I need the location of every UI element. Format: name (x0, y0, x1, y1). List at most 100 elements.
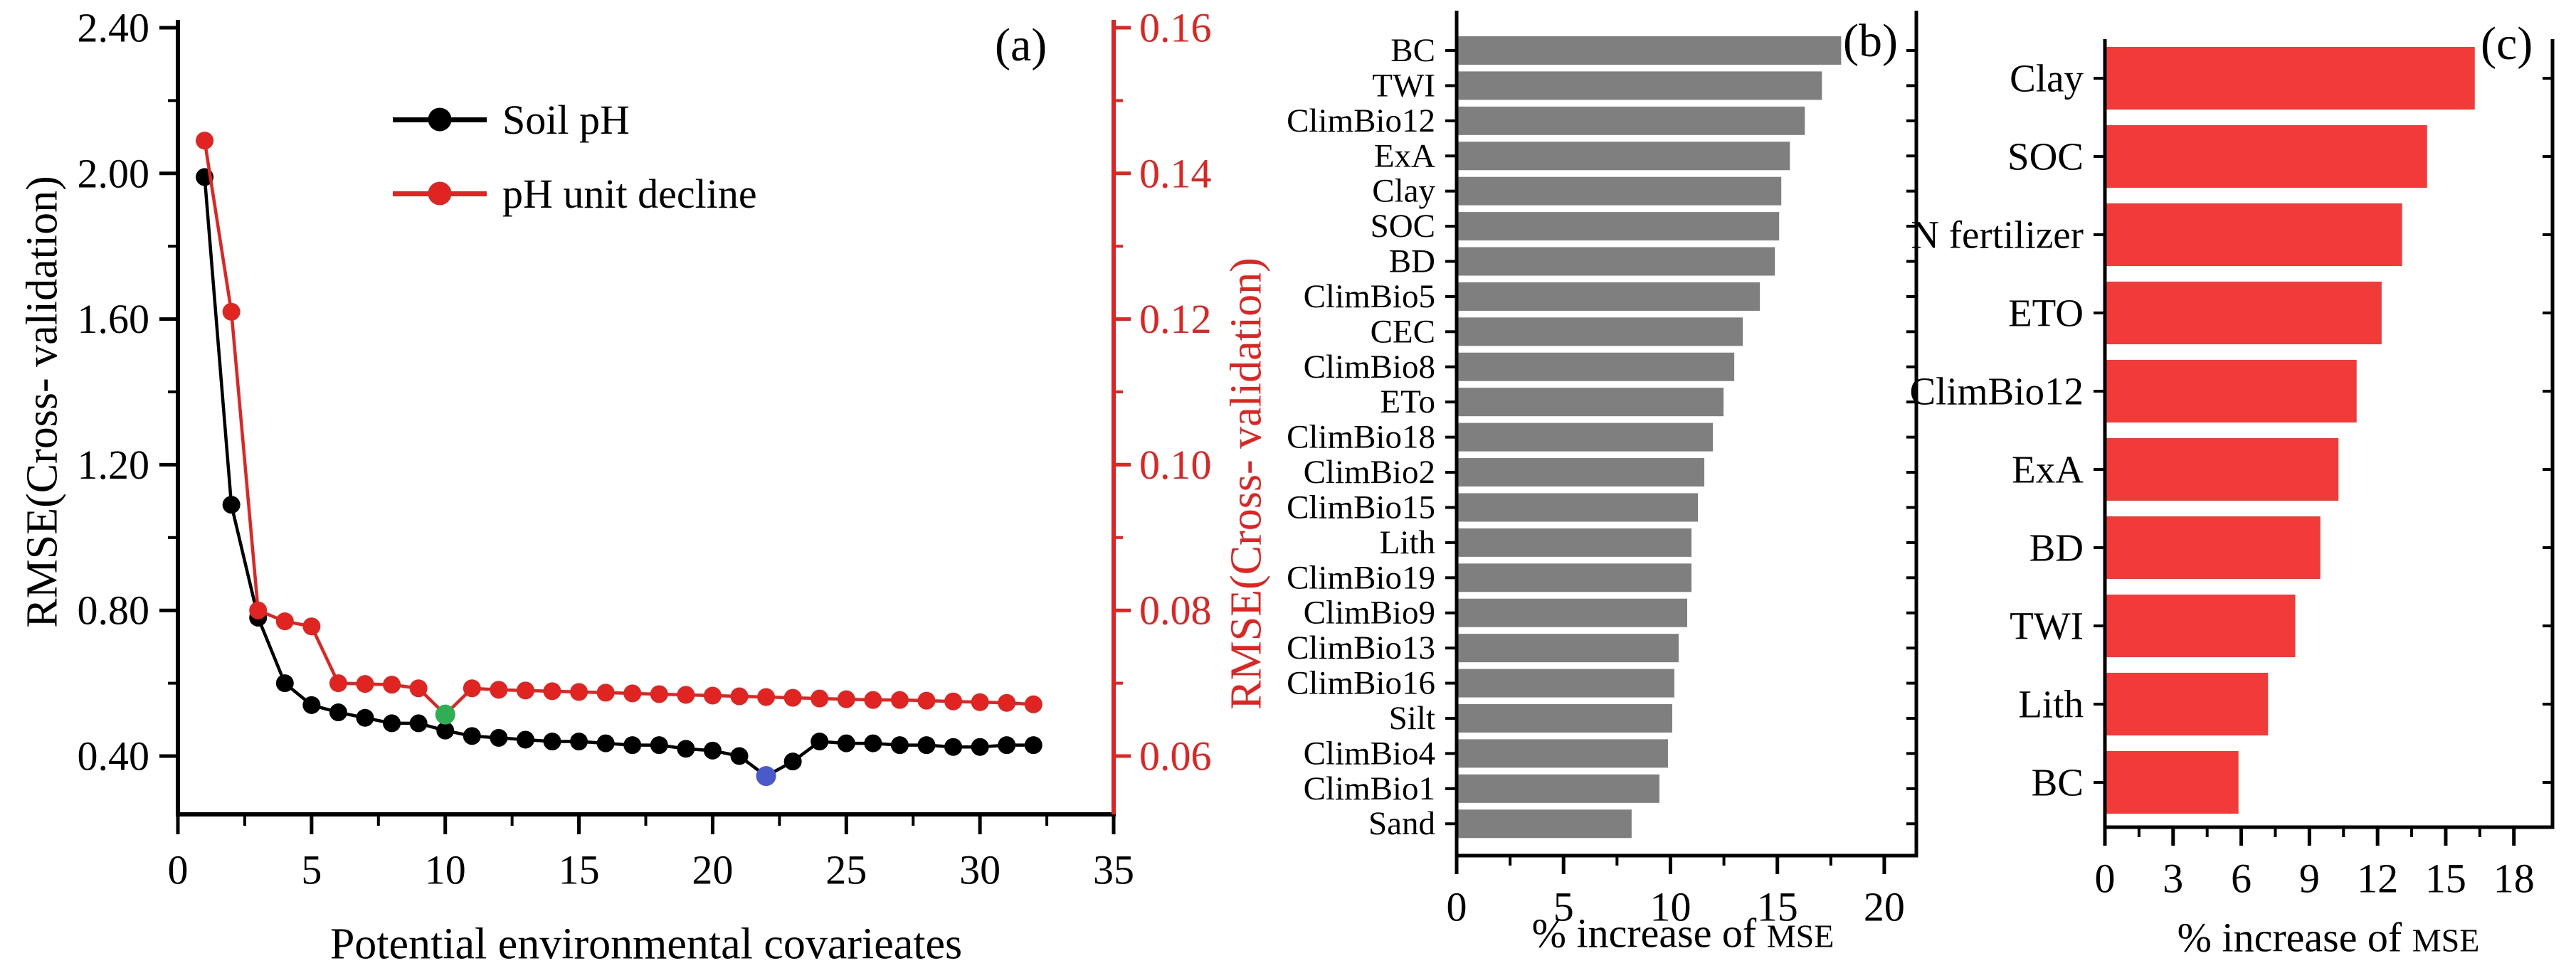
panel-c-letter: (c) (2481, 18, 2533, 70)
data-point (596, 684, 615, 702)
data-point (890, 736, 909, 755)
data-point (1024, 695, 1042, 713)
data-point (329, 674, 347, 693)
panel-b-x-axis-title-main: % increase of (1531, 910, 1757, 957)
data-point (249, 601, 268, 619)
category-label: ClimBio1 (1304, 770, 1435, 807)
data-point (596, 734, 615, 752)
category-label: SOC (1371, 208, 1435, 245)
bar-bd (1458, 247, 1775, 276)
bar-climbio13 (1458, 634, 1679, 663)
data-point (516, 730, 534, 749)
data-point (998, 693, 1016, 712)
category-label: ClimBio9 (1304, 595, 1435, 632)
bar-exa (1458, 142, 1790, 171)
data-point (703, 686, 722, 705)
x-tick-label: 18 (2493, 856, 2535, 902)
bar-bc (1458, 36, 1842, 65)
data-point (329, 703, 347, 722)
data-point (490, 681, 508, 699)
panel-a-left-axis-title: RMSE(Cross- validation) (18, 176, 67, 628)
bar-climbio19 (1458, 563, 1692, 592)
data-point (730, 747, 749, 765)
soil-ph-marker-icon (393, 117, 487, 122)
data-point (356, 708, 374, 727)
category-label: Clay (2010, 57, 2084, 100)
y-tick-label: 0.40 (78, 733, 150, 780)
x-tick-label: 0 (168, 847, 189, 893)
x-tick-label: 20 (1864, 884, 1905, 930)
data-point (703, 741, 722, 760)
category-label: ETO (2008, 292, 2084, 335)
data-point (730, 687, 749, 706)
data-point (275, 674, 294, 693)
panel-c-x-axis-title-main: % increase of (2177, 914, 2402, 961)
data-point (890, 691, 909, 709)
data-point (409, 679, 428, 698)
category-label: ClimBio8 (1304, 349, 1435, 385)
bar-lith (1458, 528, 1692, 557)
data-point (623, 684, 642, 703)
data-point (356, 675, 374, 693)
category-label: ClimBio4 (1304, 735, 1435, 772)
x-tick-label: 35 (1093, 847, 1134, 893)
bar-twi (2106, 595, 2296, 657)
bar-climbio8 (1458, 352, 1735, 381)
bar-sand (1458, 809, 1632, 839)
special-data-point (756, 766, 776, 787)
category-label: ExA (2012, 448, 2084, 491)
y-tick-label: 2.40 (78, 5, 150, 51)
category-label: BC (1390, 32, 1435, 69)
y-tick-label: 1.60 (78, 296, 150, 342)
data-point (917, 691, 936, 710)
bar-soc (2106, 125, 2427, 188)
bar-bc (2106, 751, 2239, 814)
category-label: TWI (2010, 605, 2084, 648)
data-point (864, 691, 882, 709)
category-label: ETo (1380, 383, 1435, 420)
bar-clay (2106, 47, 2475, 110)
bar-climbio1 (1458, 774, 1659, 803)
data-point (436, 721, 455, 740)
y-tick-label: 2.00 (78, 150, 150, 196)
category-label: Silt (1389, 700, 1435, 737)
data-point (864, 734, 882, 752)
panel-b-letter: (b) (1843, 15, 1898, 67)
data-point (383, 714, 401, 733)
data-point (570, 683, 588, 701)
x-tick-label: 5 (301, 847, 322, 893)
bar-climbio12 (1458, 106, 1805, 135)
data-point (944, 692, 963, 711)
x-tick-label: 10 (425, 847, 466, 893)
bar-eto (1458, 388, 1724, 417)
x-tick-label: 6 (2231, 856, 2252, 902)
y-right-tick-label: 0.12 (1139, 296, 1212, 342)
category-label: TWI (1372, 67, 1435, 104)
data-point (971, 693, 989, 711)
bar-silt (1458, 703, 1672, 733)
data-point (543, 682, 561, 701)
x-tick-label: 9 (2299, 856, 2320, 902)
bar-climbio16 (1458, 669, 1674, 698)
bar-climbio4 (1458, 739, 1668, 768)
x-tick-label: 0 (2095, 856, 2116, 902)
bar-climbio5 (1458, 282, 1761, 311)
category-label: Lith (2018, 683, 2084, 726)
panel-b-x-axis-title-unit: MSE (1766, 918, 1835, 954)
data-point (837, 690, 855, 708)
bar-soc (1458, 212, 1780, 241)
series-line-soil-ph (203, 176, 1034, 778)
x-tick-label: 30 (959, 847, 1001, 893)
category-label: Clay (1372, 173, 1435, 210)
category-label: BC (2032, 761, 2084, 804)
panel-c-x-axis-title-unit: MSE (2412, 922, 2480, 959)
panel-a-x-axis-title: Potential environmental covarieates (329, 920, 963, 968)
data-point (302, 617, 321, 636)
x-tick-label: 25 (825, 847, 867, 893)
x-tick-label: 3 (2163, 856, 2183, 902)
y-right-tick-label: 0.16 (1139, 5, 1212, 51)
data-point (463, 679, 481, 698)
data-point (917, 736, 936, 755)
bar-climbio18 (1458, 422, 1714, 452)
data-point (783, 688, 802, 707)
